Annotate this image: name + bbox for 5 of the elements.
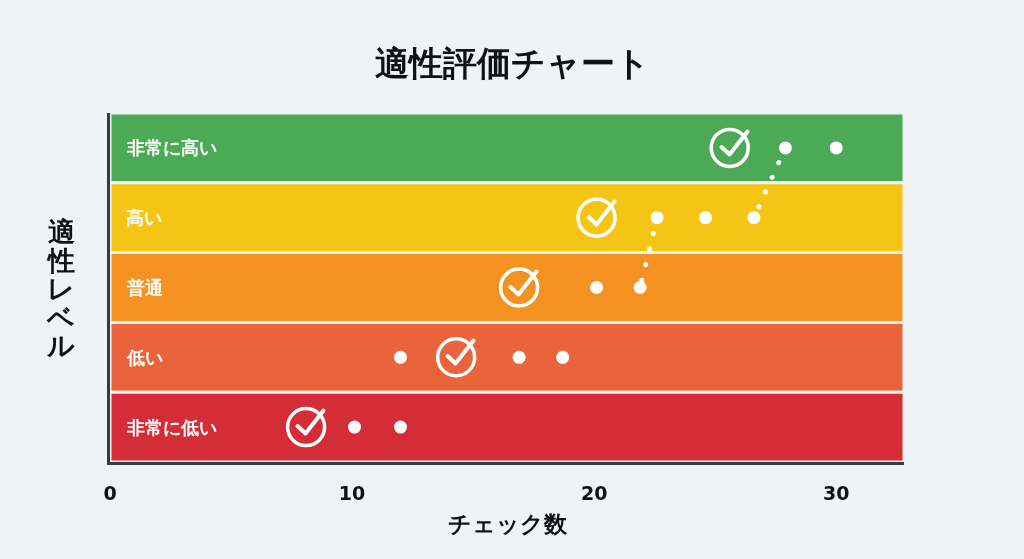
point xyxy=(699,211,712,225)
point xyxy=(747,211,761,225)
point xyxy=(829,141,843,155)
x-tick-label: 30 xyxy=(822,481,850,504)
point xyxy=(709,127,750,169)
